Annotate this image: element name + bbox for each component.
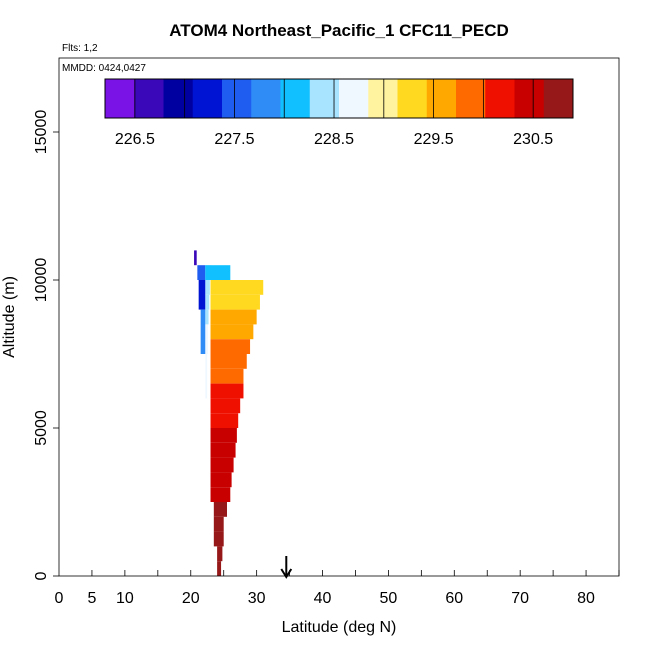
colorbar-frame bbox=[104, 78, 574, 119]
profile-bar-3-20 bbox=[217, 561, 222, 576]
colorbar-segment bbox=[280, 79, 311, 118]
profile-bar-3-10 bbox=[210, 413, 239, 428]
colorbar-segment bbox=[339, 79, 369, 118]
colorbar-segment bbox=[163, 79, 194, 118]
colorbar-segment bbox=[134, 79, 164, 118]
profile-bar-1-6 bbox=[205, 339, 208, 354]
profile-bar-3-15 bbox=[210, 487, 231, 502]
profile-bar-3-2 bbox=[210, 294, 260, 310]
profile-bar-3-3 bbox=[210, 309, 257, 325]
chart-title: ATOM4 Northeast_Pacific_1 CFC11_PECD bbox=[169, 21, 509, 40]
arrow-marker bbox=[280, 556, 293, 579]
colorbar-segment bbox=[514, 79, 545, 118]
plot-bars bbox=[194, 250, 264, 576]
y-tick-label: 10000 bbox=[33, 258, 50, 303]
x-axis: 0 5 10 20 30 40 50 60 70 80 bbox=[55, 570, 620, 607]
plot-frame bbox=[58, 57, 620, 577]
colorbar-segment bbox=[426, 79, 457, 118]
x-tick-label: 70 bbox=[511, 590, 529, 607]
y-tick-label: 0 bbox=[33, 571, 50, 580]
colorbar-tick-label: 230.5 bbox=[513, 131, 553, 148]
colorbar-segment bbox=[222, 79, 252, 118]
y-axis: 0 5000 10000 15000 bbox=[33, 110, 59, 580]
profile-bar-3-11 bbox=[210, 428, 237, 443]
profile-bar-3-13 bbox=[210, 457, 234, 473]
colorbar-tick-label: 226.5 bbox=[115, 131, 155, 148]
x-tick-label: 10 bbox=[116, 590, 134, 607]
colorbar-segment bbox=[309, 79, 340, 118]
x-tick-label: 30 bbox=[248, 590, 266, 607]
profile-bar-3-5 bbox=[210, 339, 251, 354]
x-tick-label: 60 bbox=[445, 590, 463, 607]
x-tick-label: 20 bbox=[182, 590, 200, 607]
colorbar-segment bbox=[192, 79, 223, 118]
profile-bar-3-16 bbox=[213, 502, 227, 517]
colorbar bbox=[104, 78, 574, 119]
profile-bar-3-9 bbox=[210, 398, 241, 414]
profile-bar-3-19 bbox=[217, 546, 223, 562]
x-tick-label: 40 bbox=[314, 590, 332, 607]
flights-label: Flts: 1,2 bbox=[62, 43, 98, 54]
profile-bar-3-14 bbox=[210, 472, 232, 488]
y-tick-label: 5000 bbox=[33, 410, 50, 446]
profile-bar-3-4 bbox=[210, 324, 254, 340]
profile-bar-1-3 bbox=[205, 294, 210, 310]
profile-bar-1-7 bbox=[205, 354, 208, 399]
colorbar-segment bbox=[105, 79, 135, 118]
profile-bar-1-2 bbox=[205, 280, 210, 295]
colorbar-tick-label: 228.5 bbox=[314, 131, 354, 148]
y-tick-label: 15000 bbox=[33, 110, 50, 155]
arrow-head bbox=[280, 568, 293, 579]
x-tick-label: 80 bbox=[577, 590, 595, 607]
profile-bar-2-4 bbox=[200, 309, 206, 354]
profile-bar-2-5 bbox=[194, 250, 197, 266]
colorbar-ticks: 226.5 227.5 228.5 229.5 230.5 bbox=[115, 131, 553, 148]
profile-bar-3-18 bbox=[213, 531, 224, 547]
colorbar-tick-label: 229.5 bbox=[414, 131, 454, 148]
colorbar-segment bbox=[456, 79, 486, 118]
profile-bar-1-5 bbox=[205, 324, 208, 340]
dates-label: MMDD: 0424,0427 bbox=[62, 63, 146, 74]
profile-bar-2-2 bbox=[205, 265, 231, 280]
colorbar-tick-label: 227.5 bbox=[214, 131, 254, 148]
x-tick-label: 50 bbox=[380, 590, 398, 607]
colorbar-segment bbox=[251, 79, 281, 118]
y-axis-label: Altitude (m) bbox=[1, 276, 18, 358]
x-axis-label: Latitude (deg N) bbox=[282, 619, 397, 636]
profile-bar-3-17 bbox=[213, 516, 224, 532]
x-tick-label: 0 bbox=[55, 590, 64, 607]
x-tick-label: 5 bbox=[87, 590, 96, 607]
colorbar-segment bbox=[368, 79, 398, 118]
colorbar-segment bbox=[397, 79, 428, 118]
colorbar-segment bbox=[485, 79, 515, 118]
colorbar-segment bbox=[543, 79, 574, 118]
profile-bar-3-8 bbox=[210, 383, 244, 399]
profile-bar-3-12 bbox=[210, 442, 236, 458]
profile-bar-3-7 bbox=[210, 368, 244, 384]
profile-bar-3-1 bbox=[210, 280, 264, 295]
profile-bar-3-6 bbox=[210, 354, 247, 369]
profile-bar-1-4 bbox=[205, 309, 209, 325]
profile-bar-2-1 bbox=[197, 265, 206, 280]
profile-bar-2-3 bbox=[198, 280, 206, 310]
